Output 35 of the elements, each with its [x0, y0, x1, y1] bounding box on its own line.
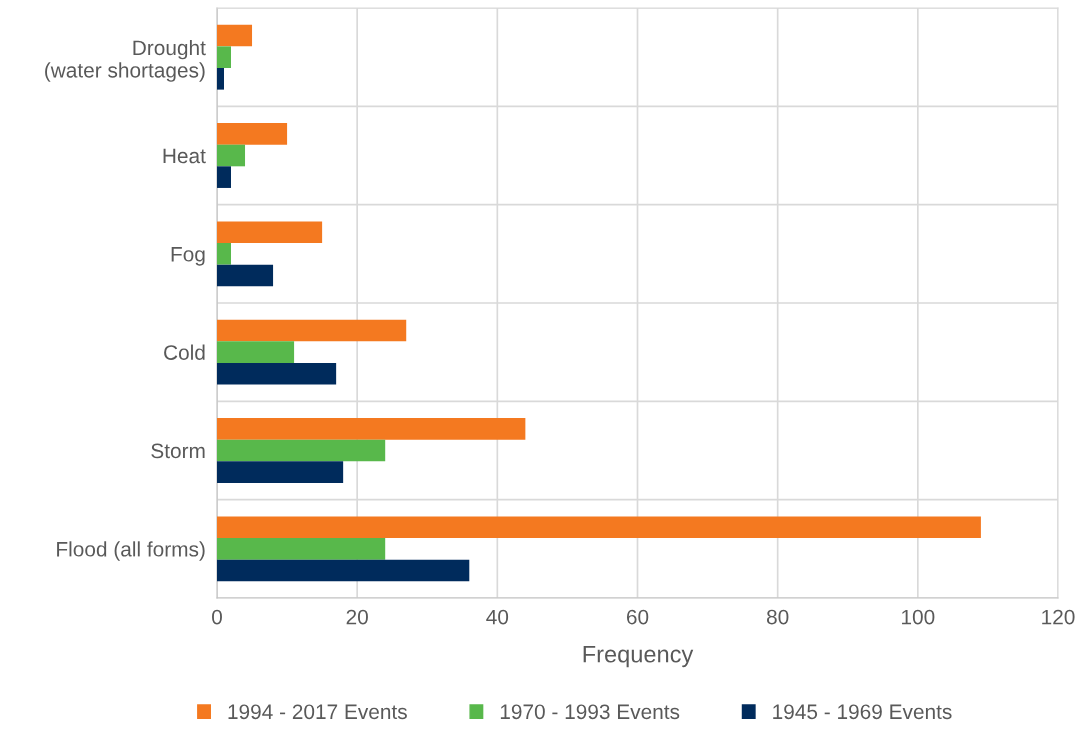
bar — [217, 166, 232, 188]
bar — [217, 418, 526, 440]
bar — [217, 341, 295, 363]
bar — [217, 319, 407, 342]
x-tick-label: 0 — [212, 609, 222, 625]
bar — [217, 264, 274, 287]
bar — [217, 516, 981, 539]
x-tick-label: 40 — [486, 609, 509, 625]
bar — [217, 538, 386, 560]
bar — [217, 362, 337, 385]
y-tick-label: Cold — [164, 344, 205, 360]
bar — [217, 559, 470, 582]
x-tick-label: 120 — [1042, 609, 1075, 625]
bar — [217, 144, 246, 167]
y-tick-label: Heat — [163, 148, 206, 164]
bar — [217, 439, 386, 462]
bar — [217, 123, 288, 145]
bar — [217, 46, 232, 68]
x-tick-label: 100 — [902, 609, 935, 625]
bar — [217, 461, 344, 483]
legend-label: 1970 - 1993 Events — [500, 704, 680, 720]
y-tick-label: Drought (water shortages) — [45, 39, 206, 82]
y-tick-label: Storm — [151, 443, 205, 459]
bar — [217, 67, 225, 90]
bar — [217, 24, 253, 47]
legend-label: 1994 - 2017 Events — [228, 704, 407, 720]
x-axis-title: Frequency — [583, 646, 694, 668]
x-tick-label: 20 — [346, 609, 368, 625]
y-tick-label: Flood (all forms) — [57, 541, 205, 561]
legend-label: 1945 - 1969 Events — [773, 704, 952, 720]
bar — [217, 221, 323, 244]
bar — [217, 243, 232, 265]
x-tick-label: 80 — [766, 609, 789, 625]
x-tick-label: 60 — [626, 609, 649, 625]
y-tick-label: Fog — [171, 247, 205, 266]
